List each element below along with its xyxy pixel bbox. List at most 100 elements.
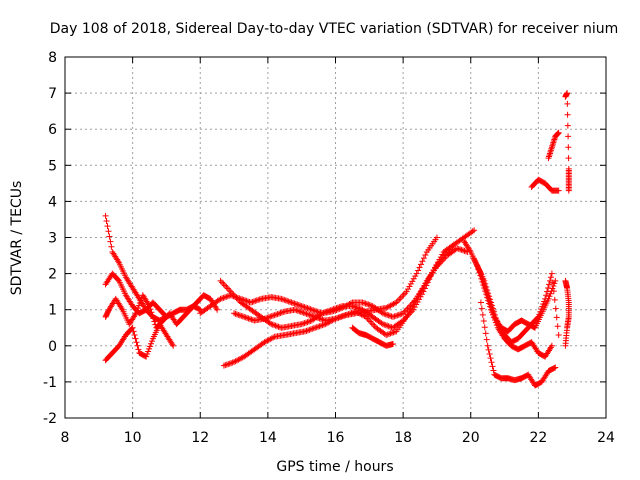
data-point — [330, 307, 337, 314]
data-point — [397, 311, 404, 318]
data-point — [342, 312, 349, 319]
data-point — [454, 245, 461, 252]
data-point — [412, 273, 419, 280]
data-point — [564, 122, 571, 129]
data-point — [306, 326, 313, 333]
data-point — [313, 324, 320, 331]
data-point — [404, 311, 411, 318]
data-point — [233, 294, 240, 301]
data-point — [267, 313, 274, 320]
data-point — [481, 324, 488, 331]
data-point — [336, 305, 343, 312]
data-point — [298, 321, 305, 328]
data-point — [108, 243, 115, 250]
data-point — [366, 302, 373, 309]
data-point — [253, 297, 260, 304]
y-tick-label: 6 — [48, 122, 57, 138]
grid-lines — [65, 57, 606, 418]
chart-title: Day 108 of 2018, Sidereal Day-to-day VTE… — [50, 21, 619, 37]
data-point — [415, 267, 422, 274]
data-point — [318, 322, 325, 329]
data-point — [227, 292, 234, 299]
data-point — [333, 315, 340, 322]
data-point — [135, 346, 142, 353]
data-point — [416, 264, 423, 271]
data-point — [162, 312, 169, 319]
data-point — [309, 312, 316, 319]
data-point — [381, 310, 388, 317]
data-point — [420, 282, 427, 289]
data-point — [302, 310, 309, 317]
data-point — [480, 279, 487, 286]
data-point — [312, 324, 319, 331]
data-point — [245, 315, 252, 322]
data-point — [310, 307, 317, 314]
y-tick-label: 4 — [48, 194, 57, 210]
data-point — [133, 339, 140, 346]
data-point — [388, 324, 395, 331]
data-point — [291, 306, 298, 313]
data-point — [333, 306, 340, 313]
data-point — [270, 334, 277, 341]
data-point — [460, 247, 467, 254]
data-point — [545, 285, 552, 292]
data-point — [300, 309, 307, 316]
data-point — [484, 342, 491, 349]
data-point — [341, 312, 348, 319]
data-point — [230, 293, 237, 300]
data-point — [486, 298, 493, 305]
y-tick-label: -1 — [43, 375, 57, 391]
data-point — [488, 359, 495, 366]
data-point — [240, 296, 247, 303]
data-point — [137, 297, 144, 304]
data-point — [237, 295, 244, 302]
data-point — [338, 313, 345, 320]
data-point — [455, 245, 462, 252]
series-track-g — [197, 227, 478, 320]
data-point — [433, 234, 440, 241]
data-point — [391, 313, 398, 320]
data-point — [146, 345, 153, 352]
data-point — [479, 276, 486, 283]
data-point — [307, 312, 314, 319]
data-point — [308, 306, 315, 313]
series-track-l — [471, 256, 559, 335]
data-point — [288, 299, 295, 306]
data-point — [412, 298, 419, 305]
data-point — [279, 296, 286, 303]
data-point — [303, 327, 310, 334]
data-point — [129, 324, 136, 331]
data-point — [562, 342, 569, 349]
data-point — [345, 311, 352, 318]
data-point — [221, 294, 228, 301]
series-track-n — [528, 176, 562, 194]
data-point — [490, 367, 497, 374]
y-axis-label: SDTVAR / TECUs — [9, 181, 25, 296]
data-point — [242, 314, 249, 321]
data-point — [471, 227, 478, 234]
data-point — [419, 285, 426, 292]
data-point — [106, 233, 113, 240]
data-point — [102, 212, 109, 219]
data-point — [565, 133, 572, 140]
data-point — [546, 293, 553, 300]
data-point — [551, 280, 558, 287]
data-point — [300, 320, 307, 327]
data-point — [147, 343, 154, 350]
data-point — [547, 274, 554, 281]
data-point — [379, 310, 386, 317]
data-point — [319, 316, 326, 323]
data-point — [547, 290, 554, 297]
data-point — [282, 297, 289, 304]
data-point — [245, 298, 252, 305]
data-point — [196, 306, 203, 313]
data-point — [316, 315, 323, 322]
series-track-m — [477, 299, 559, 389]
data-point — [151, 318, 158, 325]
data-point — [565, 144, 572, 151]
data-point — [457, 246, 464, 253]
data-point — [409, 303, 416, 310]
data-point — [232, 293, 239, 300]
data-point — [477, 299, 484, 306]
data-point — [329, 308, 336, 315]
